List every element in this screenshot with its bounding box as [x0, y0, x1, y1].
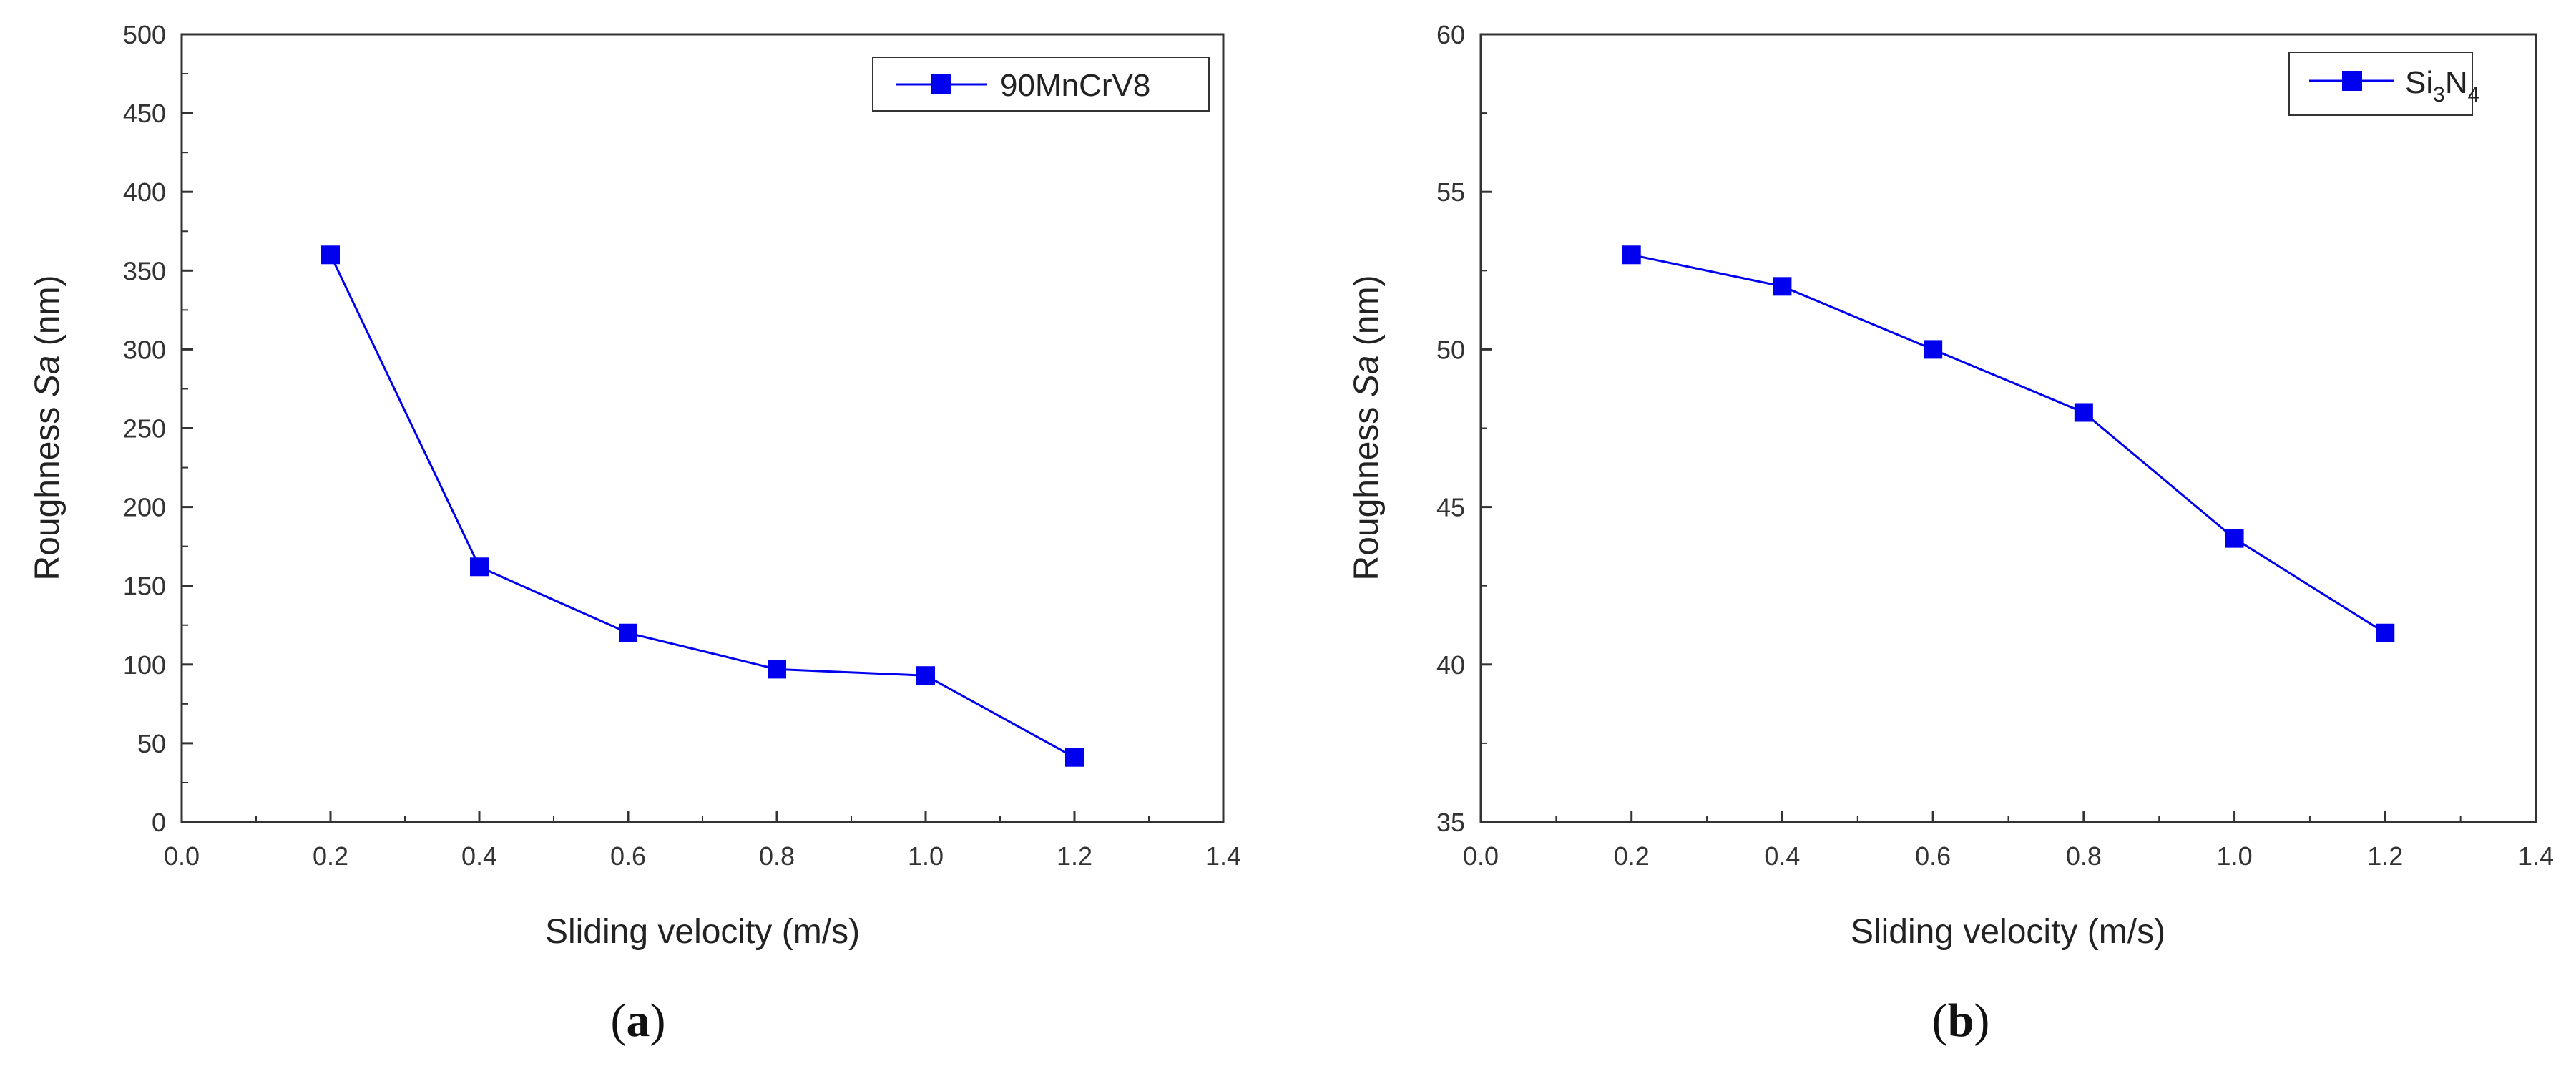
y-tick-label: 150 — [123, 572, 166, 601]
data-point — [1622, 245, 1641, 265]
chart-panel-b: 0.0 0.2 0.4 0.6 0.8 1.0 1.2 1.4 35 40 45 50 55 60 Sl… — [1348, 20, 2554, 1047]
data-point — [619, 623, 637, 642]
x-tick-label: 0.8 — [2066, 841, 2102, 871]
y-tick-label: 0 — [152, 808, 166, 837]
x-tick-label: 1.0 — [2217, 841, 2253, 871]
series-line — [329, 254, 1075, 759]
data-point — [768, 660, 786, 679]
legend-marker — [2342, 71, 2362, 91]
y-tick-label: 200 — [123, 493, 166, 522]
panel-label-a: (a) — [611, 994, 666, 1047]
data-point — [916, 666, 935, 685]
x-axis-ticks: 0.0 0.2 0.4 0.6 0.8 1.0 1.2 1.4 — [164, 811, 1241, 871]
x-axis-title: Sliding velocity (m/s) — [545, 913, 860, 951]
legend: Si3N4 — [2288, 52, 2479, 116]
x-tick-label: 1.4 — [2518, 841, 2554, 871]
x-tick-label: 0.2 — [313, 841, 348, 871]
data-point — [1924, 340, 1943, 359]
y-tick-label: 400 — [123, 177, 166, 207]
plot-frame — [180, 33, 1225, 823]
legend: 90MnCrV8 — [872, 57, 1210, 112]
data-point — [2074, 403, 2093, 422]
chart-panel-a: 0.0 0.2 0.4 0.6 0.8 1.0 1.2 1.4 0 50 100 150 200 250… — [29, 20, 1241, 1047]
x-tick-label: 1.2 — [2367, 841, 2403, 871]
y-axis-title-suffix: (nm) — [29, 275, 67, 356]
x-tick-label: 0.4 — [461, 841, 497, 871]
x-tick-label: 1.0 — [908, 841, 944, 871]
series-layer — [321, 245, 1084, 767]
panel-letter: a — [627, 994, 650, 1047]
y-tick-label: 40 — [1436, 650, 1465, 680]
legend-label-part: Si — [2405, 65, 2433, 100]
legend-box — [2288, 52, 2473, 116]
x-tick-label: 1.4 — [1205, 841, 1241, 871]
plot-frame — [1479, 33, 2537, 823]
legend-label: Si3N4 — [2405, 65, 2479, 107]
y-axis-ticks: 35 40 45 50 55 60 — [1436, 20, 1492, 837]
legend-label-part: N — [2445, 65, 2468, 100]
x-tick-label: 0.2 — [1614, 841, 1650, 871]
y-tick-label: 250 — [123, 414, 166, 444]
data-point — [470, 557, 489, 577]
panel-letter: b — [1948, 994, 1974, 1047]
x-tick-label: 0.4 — [1764, 841, 1800, 871]
y-tick-label: 100 — [123, 650, 166, 680]
legend-label: 90MnCrV8 — [1000, 68, 1150, 103]
y-axis-ticks: 0 50 100 150 200 250 300 350 400 450 500 — [123, 20, 193, 837]
y-tick-label: 300 — [123, 335, 166, 364]
y-tick-label: 350 — [123, 256, 166, 285]
x-axis-ticks: 0.0 0.2 0.4 0.6 0.8 1.0 1.2 1.4 — [1463, 811, 2554, 871]
legend-label-subscript: 3 — [2433, 83, 2445, 107]
y-axis-title: Roughness Sa (nm) — [29, 275, 67, 581]
y-tick-label: 45 — [1436, 493, 1465, 522]
legend-marker — [931, 74, 951, 94]
y-axis-title: Roughness Sa (nm) — [1348, 275, 1386, 581]
y-tick-label: 450 — [123, 99, 166, 128]
legend-label-subscript: 4 — [2468, 83, 2480, 107]
data-point — [2225, 529, 2244, 548]
data-point — [1773, 277, 1792, 296]
y-axis-title-prefix: Roughness — [1348, 397, 1386, 580]
y-tick-label: 50 — [1436, 335, 1465, 364]
x-tick-label: 0.0 — [1463, 841, 1499, 871]
x-axis-title: Sliding velocity (m/s) — [1851, 913, 2165, 951]
data-point — [321, 245, 340, 265]
y-tick-label: 35 — [1436, 808, 1465, 837]
x-tick-label: 1.2 — [1057, 841, 1092, 871]
x-tick-label: 0.6 — [610, 841, 646, 871]
y-axis-title-suffix: (nm) — [1348, 275, 1386, 356]
y-axis-title-prefix: Roughness — [29, 397, 67, 580]
x-tick-label: 0.6 — [1915, 841, 1951, 871]
series-layer — [1622, 245, 2395, 642]
data-point — [2376, 623, 2395, 642]
y-axis-title-italic: Sa — [1348, 356, 1386, 398]
x-tick-label: 0.8 — [759, 841, 795, 871]
x-tick-label: 0.0 — [164, 841, 200, 871]
y-tick-label: 500 — [123, 20, 166, 49]
data-point — [1065, 748, 1084, 767]
y-tick-label: 55 — [1436, 177, 1465, 207]
series-line — [1631, 253, 2386, 635]
y-tick-label: 50 — [137, 729, 166, 758]
y-tick-label: 60 — [1436, 20, 1465, 49]
y-axis-title-italic: Sa — [29, 356, 67, 398]
panel-label-b: (b) — [1932, 994, 1990, 1047]
